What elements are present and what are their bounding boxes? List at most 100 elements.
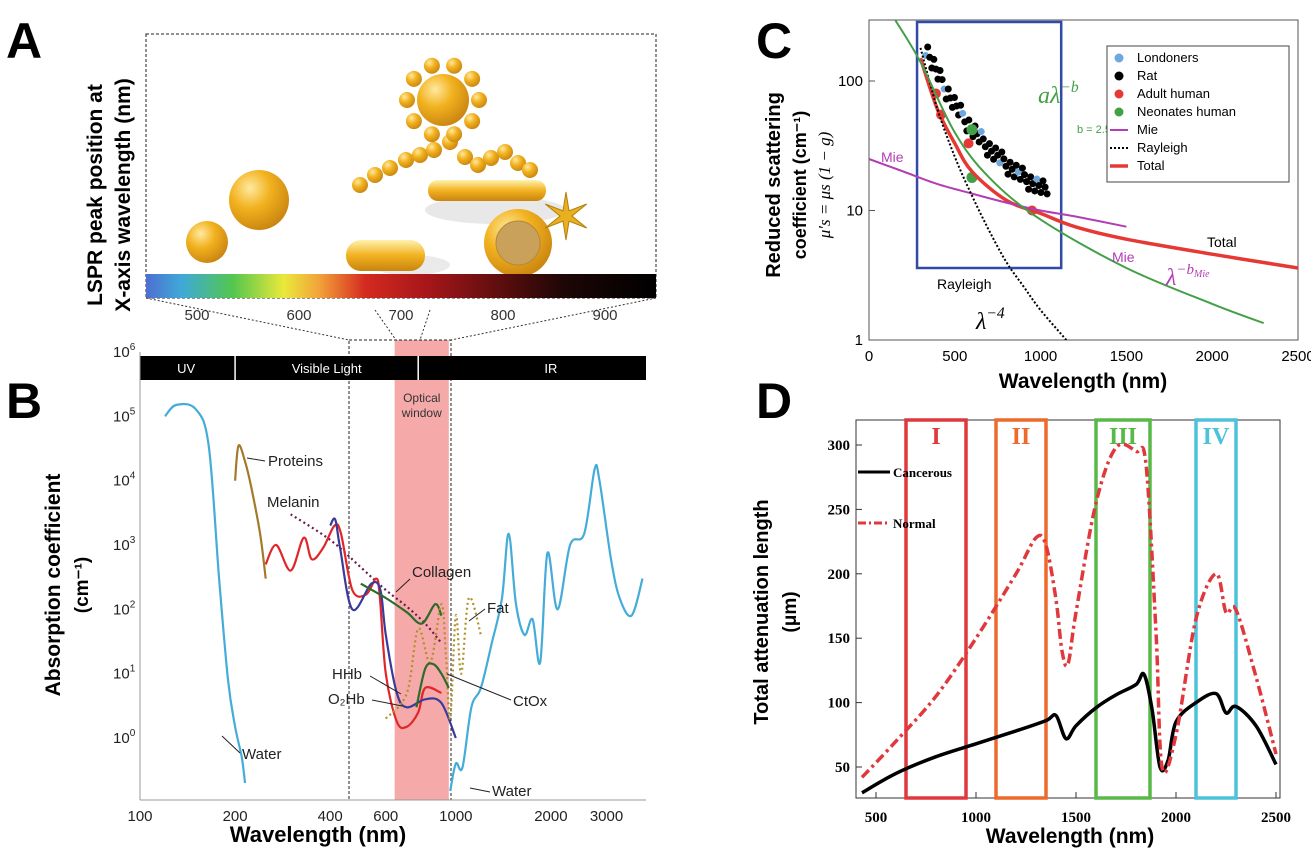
rat-point xyxy=(1016,175,1024,183)
panel-c-ylabel-line2: coefficient (cm⁻¹) xyxy=(790,111,810,260)
y-tick-sup: 6 xyxy=(130,342,136,353)
window-2-label: II xyxy=(1012,424,1031,450)
annotation-fit: aλ−b xyxy=(1038,79,1079,109)
legend-normal-label: Normal xyxy=(893,516,936,531)
curve-mie xyxy=(869,158,1127,228)
legend-label: Adult human xyxy=(1137,86,1210,101)
chain-particle xyxy=(352,177,368,193)
annotation-rayleigh: Rayleigh xyxy=(937,276,991,292)
panel-c-x-tick-label: 0 xyxy=(865,348,873,365)
chain-particle xyxy=(522,162,538,178)
nanoflower-petal xyxy=(464,70,481,87)
panel-c-x-tick-label: 500 xyxy=(942,348,967,365)
long-nanorod xyxy=(428,180,546,201)
lambda-mie-sub: Mie xyxy=(1193,269,1210,280)
legend-marker xyxy=(1114,71,1124,81)
panel-b-y-tick-label: 101 xyxy=(113,664,136,683)
nanoflower-core xyxy=(417,74,469,126)
label-water-left: Water xyxy=(242,746,281,763)
rat-point xyxy=(1010,173,1018,181)
panel-c-ylabel: Reduced scattering coefficient (cm⁻¹) μ′s … xyxy=(763,92,834,278)
curve-total xyxy=(918,57,1298,270)
rat-point xyxy=(992,144,1000,152)
y-tick-base: 10 xyxy=(113,344,130,361)
y-tick-sup: 5 xyxy=(130,406,136,417)
panel-d-x-tick-label: 2000 xyxy=(1161,810,1191,826)
panel-d-ylabel: Total attenuation length (μm) xyxy=(751,499,801,724)
y-tick-sup: 0 xyxy=(130,728,136,739)
panel-c-x-tick-label: 1500 xyxy=(1110,348,1143,365)
adult-human-point xyxy=(963,138,974,149)
annotation-lambda4: λ−4 xyxy=(975,305,1005,335)
panel-b-ylabel-line1: Absorption coefficient xyxy=(42,474,65,697)
label-leader xyxy=(221,735,241,754)
lambda-mie-base: λ xyxy=(1165,265,1176,291)
large-sphere xyxy=(229,170,289,230)
panel-b-x-tick-label: 400 xyxy=(318,808,343,825)
zoom-line xyxy=(145,297,350,341)
panel-c-formula: μ′s = μs (1 − g) xyxy=(815,131,834,239)
y-tick-base: 10 xyxy=(113,408,130,425)
rat-point xyxy=(1004,170,1012,178)
annotation-fit-sup: −b xyxy=(1060,79,1079,96)
panel-a-ylabel-line1: LSPR peak position at xyxy=(84,84,107,306)
rat-point xyxy=(1025,185,1033,193)
panel-d-x-tick-label: 500 xyxy=(865,810,888,826)
legend-cancerous-label: Cancerous xyxy=(893,465,952,480)
annotation-fit-base: aλ xyxy=(1038,83,1060,109)
series-o2hb xyxy=(329,517,457,739)
y-tick-sup: 4 xyxy=(130,471,136,482)
window-1-box xyxy=(904,418,968,800)
nanoflower-petal xyxy=(405,70,422,87)
rat-point xyxy=(938,76,946,84)
panel-d-xlabel: Wavelength (nm) xyxy=(986,825,1154,848)
label-melanin: Melanin xyxy=(267,494,320,511)
spectrum-bar xyxy=(146,274,656,298)
panel-d-ylabel-line2: (μm) xyxy=(780,591,801,632)
chain-particle xyxy=(483,150,499,166)
y-tick-base: 10 xyxy=(113,730,130,747)
window-3-label: III xyxy=(1109,424,1137,450)
chain-particle xyxy=(457,149,473,165)
window-2-box xyxy=(994,418,1048,800)
rat-point xyxy=(936,66,944,74)
highlight-box xyxy=(915,20,1063,270)
rat-point xyxy=(1023,178,1031,186)
small-sphere xyxy=(186,221,228,263)
nanoflower-petal xyxy=(471,92,487,108)
panel-a-tick-label: 500 xyxy=(184,307,209,324)
panel-d-x-tick-label: 2500 xyxy=(1261,810,1291,826)
panel-b-y-tick-label: 103 xyxy=(113,535,136,554)
panel-c-ylabel-line1: Reduced scattering xyxy=(763,92,785,278)
window-3-box xyxy=(1094,418,1152,800)
series-hhb xyxy=(264,523,442,730)
panel-a-tick-label: 800 xyxy=(490,307,515,324)
rat-point xyxy=(1006,158,1014,166)
label-water-right: Water xyxy=(492,783,531,800)
panel-a-frame xyxy=(145,33,657,299)
rat-point xyxy=(959,109,967,117)
panel-b-xlabel: Wavelength (nm) xyxy=(230,822,406,847)
panel-letter-b: B xyxy=(6,373,43,429)
label-leader xyxy=(369,675,402,695)
rat-point xyxy=(1000,155,1008,163)
zoom-line xyxy=(450,297,657,341)
label-leader xyxy=(468,608,486,622)
legend-label: Rat xyxy=(1137,68,1158,83)
panel-d-frame xyxy=(855,419,1281,799)
y-tick-base: 10 xyxy=(113,666,130,683)
panel-a-ylabel: LSPR peak position at X-axis wavelength (… xyxy=(84,78,135,311)
rat-point xyxy=(985,140,993,148)
rat-point xyxy=(1031,187,1039,195)
panel-c-curves xyxy=(869,20,1298,340)
panel-c-x-tick-label: 1000 xyxy=(1024,348,1057,365)
panel-a-ylabel-line2: X-axis wavelength (nm) xyxy=(112,78,135,311)
window-1-label: I xyxy=(931,424,940,450)
panel-d-x-tick-label: 1500 xyxy=(1061,810,1091,826)
series-water_ir xyxy=(449,463,644,792)
nanoflower-petal xyxy=(399,92,415,108)
panel-c-chart: 0 500 1000 1500 2000 2500 1 10 100 Wavelength (nm… xyxy=(763,19,1311,393)
nanoflower-petal xyxy=(405,113,422,130)
rat-point xyxy=(1039,177,1047,185)
label-proteins: Proteins xyxy=(268,453,323,470)
